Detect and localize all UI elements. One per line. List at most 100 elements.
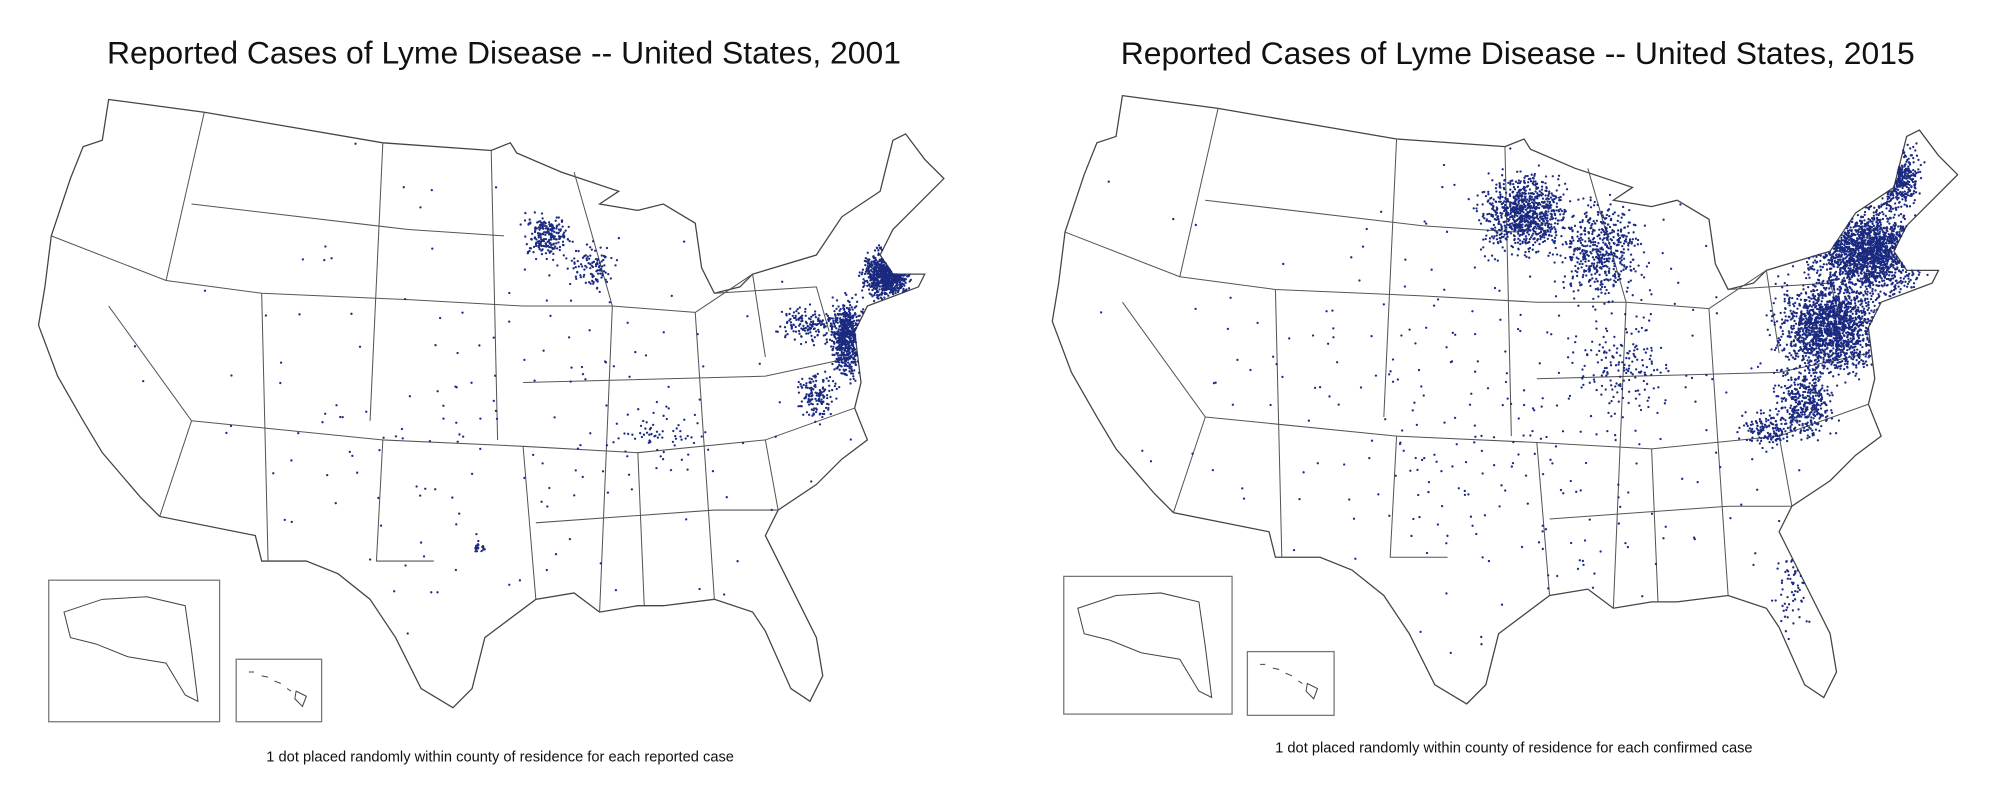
case-dot — [1635, 315, 1638, 318]
case-dot — [1883, 249, 1886, 252]
case-dot — [1679, 203, 1682, 206]
case-dot — [1537, 541, 1541, 544]
case-dot — [574, 275, 578, 278]
case-dot — [1834, 270, 1838, 274]
case-dot — [884, 283, 887, 286]
case-dot — [809, 392, 813, 395]
case-dot — [545, 225, 548, 228]
case-dot — [1893, 253, 1896, 256]
case-dot — [1714, 451, 1718, 454]
case-dot — [840, 354, 844, 357]
case-dot — [368, 558, 372, 561]
case-dot — [1820, 300, 1823, 303]
case-dot — [577, 265, 580, 268]
case-dot — [885, 288, 889, 291]
case-dot — [1848, 258, 1851, 261]
case-dot — [1871, 222, 1874, 225]
case-dot — [548, 223, 551, 226]
case-dot — [1819, 254, 1822, 257]
case-dot — [1669, 267, 1673, 270]
case-dot — [833, 313, 837, 316]
case-dot — [1856, 272, 1859, 275]
case-dot — [1876, 271, 1879, 275]
case-dot — [878, 281, 881, 284]
case-dot — [844, 320, 847, 323]
case-dot — [882, 285, 886, 289]
case-dot — [862, 285, 865, 289]
case-dot — [835, 327, 838, 330]
case-dot — [1869, 226, 1872, 229]
case-dot — [692, 441, 696, 445]
case-dot — [1425, 222, 1428, 225]
case-dot — [546, 240, 549, 244]
case-dot — [802, 413, 805, 416]
case-dot — [1483, 514, 1487, 517]
case-dot — [1847, 275, 1850, 278]
case-dot — [1857, 230, 1860, 234]
case-dot — [1882, 268, 1885, 271]
case-dot — [1840, 341, 1843, 344]
case-dot — [880, 292, 883, 296]
case-dot — [1480, 449, 1484, 453]
case-dot — [1282, 262, 1285, 266]
case-dot — [1852, 370, 1855, 374]
case-dot — [725, 496, 728, 499]
case-dot — [1471, 310, 1474, 313]
case-dot — [627, 473, 631, 476]
case-dot — [1835, 384, 1839, 387]
case-dot — [811, 414, 814, 417]
case-dot — [1829, 285, 1832, 288]
case-dot — [590, 264, 593, 267]
case-dot — [1350, 256, 1353, 259]
case-dot — [1872, 311, 1875, 314]
case-dot — [594, 249, 597, 252]
case-dot — [1858, 334, 1861, 337]
case-dot — [885, 275, 889, 278]
case-dot — [579, 274, 582, 277]
case-dot — [827, 319, 830, 323]
case-dot — [455, 421, 458, 424]
case-dot — [1885, 226, 1888, 230]
case-dot — [634, 350, 637, 354]
case-dot — [1493, 258, 1497, 261]
case-dot — [1824, 348, 1827, 351]
case-dot — [1910, 286, 1913, 289]
case-dot — [1843, 253, 1846, 256]
case-dot — [1836, 265, 1839, 269]
case-dot — [1833, 307, 1836, 310]
case-dot — [1302, 471, 1305, 474]
case-dot — [523, 268, 527, 271]
case-dot — [1648, 319, 1651, 322]
case-dot — [1898, 290, 1901, 294]
case-dot — [1194, 223, 1198, 227]
case-dot — [549, 228, 552, 231]
case-dot — [534, 229, 537, 232]
case-dot — [863, 280, 867, 283]
case-dot — [837, 328, 840, 331]
case-dot — [1890, 262, 1893, 266]
case-dot — [1848, 371, 1851, 375]
case-dot — [858, 271, 861, 274]
case-dot — [849, 329, 852, 333]
case-dot — [873, 284, 877, 288]
case-dot — [1863, 228, 1866, 231]
case-dot — [1878, 257, 1882, 261]
case-dot — [662, 414, 665, 417]
case-dot — [419, 541, 423, 544]
case-dot — [1606, 429, 1609, 433]
case-dot — [1866, 261, 1869, 265]
case-dot — [1451, 465, 1454, 468]
case-dot — [1413, 401, 1416, 404]
case-dot — [844, 346, 848, 349]
case-dot — [1711, 377, 1714, 381]
case-dot — [1852, 269, 1855, 272]
map-panel: Reported Cases of Lyme Disease -- United… — [1051, 35, 1959, 756]
case-dot — [1544, 528, 1548, 531]
case-dot — [1449, 651, 1452, 655]
case-dot — [1614, 438, 1617, 442]
case-dot — [378, 448, 381, 452]
case-dot — [1895, 241, 1898, 244]
case-dot — [1298, 497, 1301, 501]
case-dot — [872, 299, 876, 303]
case-dot — [1569, 479, 1572, 483]
